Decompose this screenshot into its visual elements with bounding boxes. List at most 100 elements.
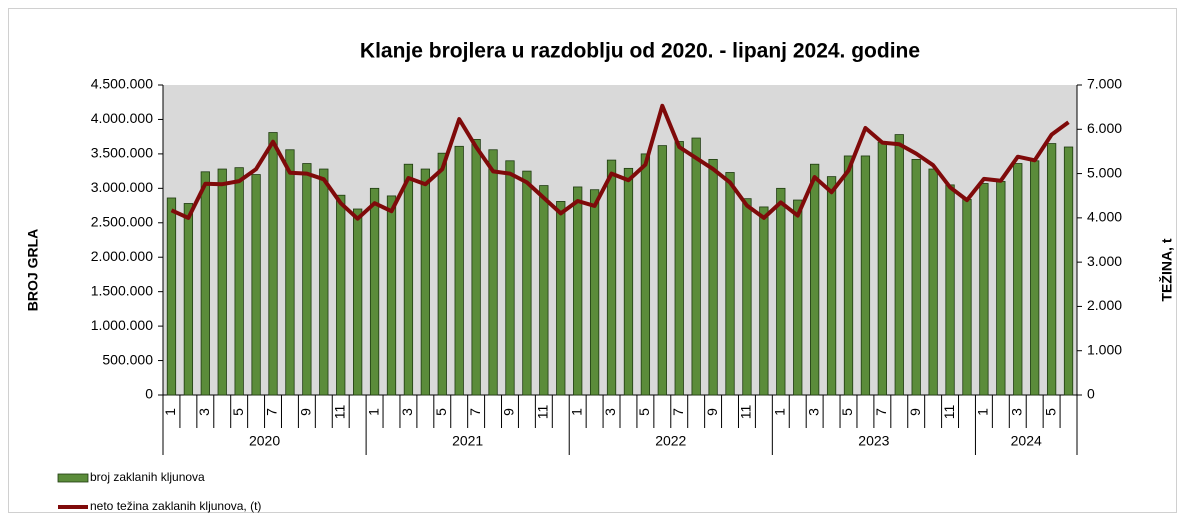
- x-tick-label: 5: [1042, 408, 1058, 416]
- bar: [539, 185, 549, 396]
- bar: [285, 149, 295, 396]
- y2-tick-label: 5.000: [1087, 164, 1122, 180]
- x-tick-label: 9: [298, 408, 314, 416]
- x-tick-label: 9: [907, 408, 923, 416]
- y2-tick-label: 0: [1087, 386, 1095, 402]
- bar: [945, 184, 955, 396]
- bar: [860, 155, 871, 396]
- x-tick-label: 11: [738, 405, 754, 420]
- bar: [623, 167, 634, 396]
- x-group-label: 2020: [249, 433, 280, 449]
- legend-label: neto težina zaklanih kljunova, (t): [90, 499, 261, 513]
- bar: [826, 176, 837, 396]
- x-tick-label: 3: [602, 408, 618, 416]
- y-tick-label: 4.500.000: [91, 76, 153, 92]
- x-tick-label: 1: [568, 408, 584, 416]
- bar: [877, 141, 887, 396]
- bar: [894, 134, 904, 396]
- y2-tick-label: 1.000: [1087, 341, 1122, 357]
- bar: [1063, 146, 1074, 396]
- x-tick-label: 1: [771, 408, 787, 416]
- x-tick-label: 11: [331, 405, 347, 420]
- y-axis-title: BROJ GRLA: [25, 229, 41, 311]
- bar: [403, 163, 414, 396]
- x-tick-label: 7: [264, 408, 280, 416]
- x-tick-label: 3: [196, 408, 212, 416]
- x-tick-label: 11: [535, 405, 551, 420]
- y2-tick-label: 2.000: [1087, 297, 1122, 313]
- bar: [251, 174, 261, 396]
- bar: [302, 163, 312, 396]
- bar: [353, 208, 363, 396]
- y-tick-label: 1.000.000: [91, 317, 153, 333]
- legend-label: broj zaklanih kljunova: [90, 470, 205, 484]
- y2-tick-label: 7.000: [1087, 76, 1122, 92]
- bar: [691, 137, 701, 396]
- y2-tick-label: 6.000: [1087, 120, 1122, 136]
- bar: [573, 186, 583, 396]
- x-tick-label: 11: [941, 405, 957, 420]
- x-tick-label: 7: [467, 408, 483, 416]
- x-tick-label: 3: [399, 408, 415, 416]
- x-group-label: 2023: [858, 433, 889, 449]
- bar: [979, 183, 989, 396]
- bar: [505, 160, 515, 396]
- bar: [522, 170, 532, 396]
- x-tick-label: 9: [501, 408, 517, 416]
- y-tick-label: 2.000.000: [91, 248, 153, 264]
- y-tick-label: 3.000.000: [91, 179, 153, 195]
- bar: [1013, 163, 1023, 396]
- bar: [589, 189, 600, 396]
- bar: [657, 145, 667, 396]
- x-tick-label: 1: [975, 408, 991, 416]
- bar: [471, 139, 481, 396]
- bar: [843, 155, 854, 396]
- bar: [996, 181, 1006, 396]
- x-tick-label: 1: [162, 408, 178, 416]
- x-tick-label: 5: [839, 408, 855, 416]
- bar: [319, 168, 329, 396]
- bar: [386, 195, 397, 396]
- bar: [911, 158, 921, 396]
- x-tick-label: 1: [365, 408, 381, 416]
- x-group-label: 2022: [655, 433, 686, 449]
- x-tick-label: 5: [433, 408, 449, 416]
- bar: [217, 168, 227, 396]
- y2-tick-label: 4.000: [1087, 209, 1122, 225]
- y-tick-label: 1.500.000: [91, 282, 153, 298]
- bar: [488, 149, 498, 396]
- y-tick-label: 4.000.000: [91, 110, 153, 126]
- bar: [556, 201, 566, 396]
- bar: [1046, 143, 1057, 396]
- plot-area: [163, 85, 1077, 395]
- x-tick-label: 3: [1008, 408, 1024, 416]
- x-tick-label: 3: [805, 408, 821, 416]
- legend-swatch: [57, 473, 89, 483]
- bar: [606, 159, 617, 396]
- y-tick-label: 3.500.000: [91, 145, 153, 161]
- bar: [776, 187, 786, 396]
- bar: [234, 167, 244, 396]
- y-tick-label: 500.000: [102, 351, 153, 367]
- chart-title: Klanje brojlera u razdoblju od 2020. - l…: [360, 40, 920, 63]
- bar: [183, 203, 194, 396]
- bar: [793, 199, 803, 396]
- x-group-label: 2021: [452, 433, 483, 449]
- y2-axis-title: TEŽINA, t: [1158, 238, 1175, 301]
- y-tick-label: 0: [145, 386, 153, 402]
- bar: [759, 206, 769, 396]
- bar: [640, 153, 651, 396]
- x-tick-label: 9: [704, 408, 720, 416]
- bar: [928, 168, 938, 396]
- bar: [708, 158, 718, 396]
- x-tick-label: 5: [636, 408, 652, 416]
- bar: [420, 168, 430, 396]
- bar: [369, 187, 380, 396]
- bar: [200, 171, 210, 396]
- bar: [725, 172, 735, 396]
- bar: [454, 145, 464, 396]
- bar: [962, 198, 972, 396]
- bar: [742, 198, 752, 396]
- y-tick-label: 2.500.000: [91, 213, 153, 229]
